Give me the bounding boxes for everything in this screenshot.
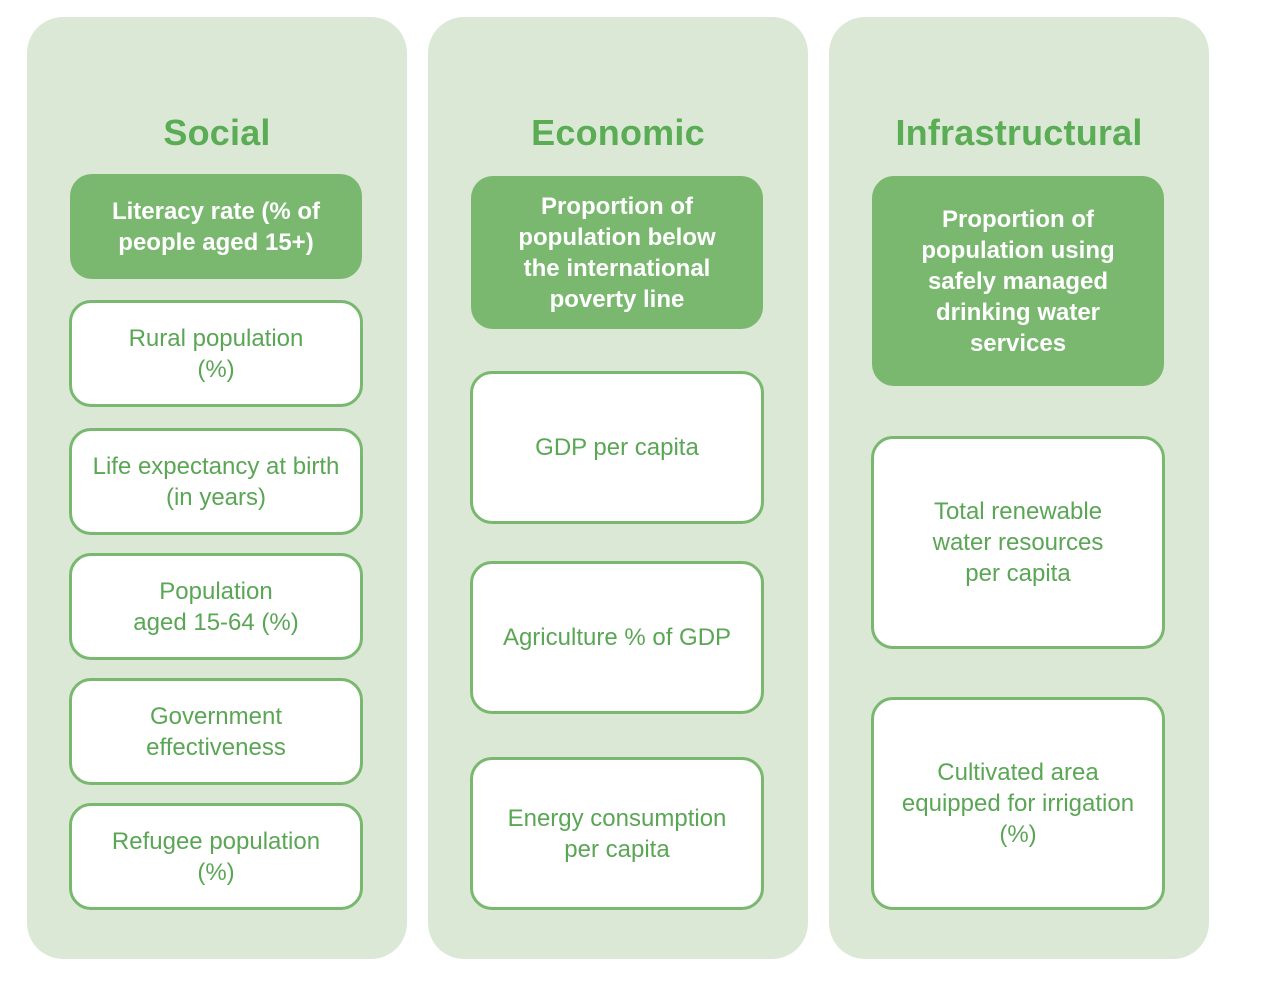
gdp-per-capita-box: GDP per capita [470, 371, 764, 524]
agriculture-gdp-box: Agriculture % of GDP [470, 561, 764, 714]
population-15-64-box: Population aged 15-64 (%) [69, 553, 363, 660]
social-column: Social Literacy rate (% of people aged 1… [27, 17, 407, 959]
irrigation-area-label: Cultivated area equipped for irrigation … [901, 759, 1135, 848]
renewable-water-box: Total renewable water resources per capi… [871, 436, 1165, 649]
poverty-line-box: Proportion of population below the inter… [471, 176, 763, 329]
energy-consumption-label: Energy consumption per capita [507, 804, 727, 863]
irrigation-area-box: Cultivated area equipped for irrigation … [871, 697, 1165, 910]
drinking-water-box: Proportion of population using safely ma… [872, 176, 1164, 386]
economic-column: Economic Proportion of population below … [428, 17, 808, 959]
population-15-64-label: Population aged 15-64 (%) [133, 577, 299, 636]
infrastructural-title: Infrastructural [895, 112, 1143, 153]
government-effectiveness-label: Government effectiveness [146, 702, 286, 761]
social-title: Social [163, 112, 271, 153]
life-expectancy-box: Life expectancy at birth (in years) [69, 428, 363, 535]
rural-population-label: Rural population (%) [128, 324, 304, 383]
infrastructural-column: Infrastructural Proportion of population… [829, 17, 1209, 959]
refugee-population-box: Refugee population (%) [69, 803, 363, 910]
life-expectancy-label: Life expectancy at birth (in years) [92, 452, 340, 511]
poverty-line-label: Proportion of population below the inter… [518, 192, 716, 313]
economic-title: Economic [531, 112, 705, 153]
rural-population-box: Rural population (%) [69, 300, 363, 407]
agriculture-gdp-label: Agriculture % of GDP [502, 624, 732, 651]
refugee-population-label: Refugee population (%) [111, 827, 321, 886]
renewable-water-label: Total renewable water resources per capi… [932, 498, 1104, 587]
gdp-per-capita-label: GDP per capita [535, 434, 699, 461]
energy-consumption-box: Energy consumption per capita [470, 757, 764, 910]
drinking-water-label: Proportion of population using safely ma… [921, 205, 1115, 357]
literacy-rate-label: Literacy rate (% of people aged 15+) [111, 197, 321, 256]
literacy-rate-box: Literacy rate (% of people aged 15+) [70, 174, 362, 279]
government-effectiveness-box: Government effectiveness [69, 678, 363, 785]
